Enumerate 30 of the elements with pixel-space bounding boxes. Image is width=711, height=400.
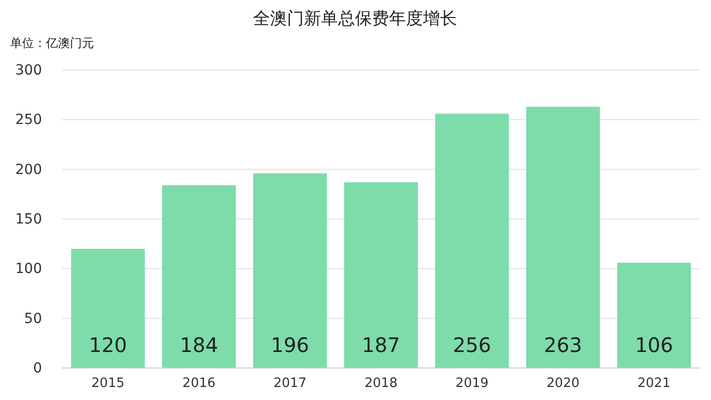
y-axis-title: 单位：亿澳门元 [10,36,94,50]
y-tick-label: 100 [15,261,42,278]
bar [162,185,236,368]
y-tick-label: 300 [15,62,42,78]
data-label: 187 [362,333,400,357]
bar [71,248,145,368]
data-label: 256 [452,333,492,357]
data-label: 120 [88,333,128,357]
x-tick-label: 2020 [546,376,580,392]
y-tick-label: 0 [33,360,42,376]
y-tick-label: 50 [24,310,42,327]
y-tick-label: 250 [15,112,42,128]
data-label: 184 [180,333,218,357]
x-tick-label: 2017 [273,376,307,392]
x-tick-label: 2018 [364,376,398,392]
bar [253,173,327,368]
data-label: 196 [270,333,310,357]
data-label: 106 [634,333,674,357]
x-tick-label: 2015 [91,376,125,392]
bar [344,182,418,368]
bar [435,114,509,368]
y-tick-label: 150 [15,211,42,228]
x-tick-label: 2016 [182,376,216,392]
bar [526,106,600,368]
bar [617,262,691,368]
data-label: 263 [544,333,582,357]
chart-title: 全澳门新单总保费年度增长 [253,9,457,29]
x-tick-label: 2021 [637,376,671,392]
y-tick-label: 200 [15,162,42,178]
x-tick-label: 2019 [455,376,489,392]
